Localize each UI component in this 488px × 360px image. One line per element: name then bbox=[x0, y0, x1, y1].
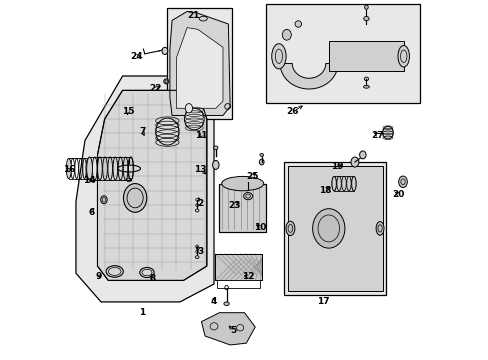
Ellipse shape bbox=[350, 157, 358, 167]
Text: 18: 18 bbox=[318, 185, 331, 194]
Text: 3: 3 bbox=[197, 247, 203, 256]
Text: 20: 20 bbox=[392, 190, 404, 199]
Text: 13: 13 bbox=[194, 165, 206, 174]
Ellipse shape bbox=[375, 222, 383, 235]
Ellipse shape bbox=[364, 5, 367, 9]
Text: 23: 23 bbox=[228, 201, 241, 210]
Ellipse shape bbox=[185, 104, 192, 113]
Ellipse shape bbox=[363, 85, 368, 88]
Bar bbox=[328, 41, 403, 71]
Ellipse shape bbox=[195, 256, 199, 258]
Ellipse shape bbox=[221, 176, 263, 191]
Ellipse shape bbox=[66, 158, 71, 179]
Ellipse shape bbox=[398, 176, 407, 188]
Ellipse shape bbox=[351, 176, 355, 191]
Ellipse shape bbox=[101, 196, 107, 204]
Text: 8: 8 bbox=[150, 274, 156, 283]
Ellipse shape bbox=[224, 302, 229, 306]
Ellipse shape bbox=[397, 45, 408, 67]
Text: 10: 10 bbox=[254, 223, 266, 232]
Text: 2: 2 bbox=[197, 199, 203, 208]
Ellipse shape bbox=[162, 47, 167, 54]
Polygon shape bbox=[287, 166, 382, 291]
Text: 27: 27 bbox=[371, 131, 384, 140]
Text: 16: 16 bbox=[63, 166, 76, 175]
Bar bbox=[215, 253, 261, 280]
Text: 25: 25 bbox=[245, 172, 258, 181]
Text: 4: 4 bbox=[210, 297, 217, 306]
Bar bbox=[219, 184, 265, 232]
Ellipse shape bbox=[163, 79, 168, 84]
Polygon shape bbox=[76, 76, 214, 302]
Ellipse shape bbox=[243, 193, 252, 200]
Ellipse shape bbox=[155, 118, 179, 145]
Bar bbox=[167, 8, 231, 119]
Text: 9: 9 bbox=[95, 272, 102, 281]
Text: 21: 21 bbox=[187, 11, 200, 20]
Ellipse shape bbox=[271, 44, 285, 69]
Text: 5: 5 bbox=[230, 326, 236, 335]
Ellipse shape bbox=[359, 151, 366, 159]
Text: 17: 17 bbox=[316, 297, 329, 306]
Polygon shape bbox=[97, 90, 206, 280]
Ellipse shape bbox=[86, 158, 91, 179]
Bar bbox=[215, 253, 261, 280]
Ellipse shape bbox=[382, 126, 392, 139]
Ellipse shape bbox=[294, 21, 301, 27]
Text: 1: 1 bbox=[139, 308, 145, 317]
Bar bbox=[217, 280, 260, 288]
Ellipse shape bbox=[213, 146, 218, 149]
Ellipse shape bbox=[312, 209, 344, 248]
Text: 11: 11 bbox=[195, 131, 207, 140]
Polygon shape bbox=[201, 313, 255, 345]
Ellipse shape bbox=[259, 159, 264, 165]
Text: 26: 26 bbox=[286, 107, 299, 116]
Ellipse shape bbox=[363, 17, 368, 21]
Ellipse shape bbox=[331, 176, 336, 191]
Polygon shape bbox=[280, 63, 337, 89]
Ellipse shape bbox=[86, 157, 92, 180]
Bar bbox=[219, 184, 265, 232]
Text: 24: 24 bbox=[130, 52, 143, 61]
Ellipse shape bbox=[285, 221, 294, 235]
Text: 7: 7 bbox=[139, 127, 145, 136]
Text: 15: 15 bbox=[122, 107, 134, 116]
Ellipse shape bbox=[282, 30, 291, 40]
Ellipse shape bbox=[123, 184, 146, 212]
Text: 19: 19 bbox=[331, 162, 344, 171]
Ellipse shape bbox=[195, 209, 199, 212]
Polygon shape bbox=[176, 28, 223, 108]
Ellipse shape bbox=[260, 153, 263, 156]
Text: 14: 14 bbox=[83, 176, 96, 185]
Bar bbox=[284, 162, 386, 295]
Polygon shape bbox=[169, 12, 230, 116]
Text: 22: 22 bbox=[149, 84, 162, 93]
Ellipse shape bbox=[184, 108, 203, 130]
Bar bbox=[265, 4, 419, 103]
Ellipse shape bbox=[212, 161, 219, 170]
Text: 12: 12 bbox=[242, 272, 254, 281]
Ellipse shape bbox=[364, 77, 368, 81]
Text: 6: 6 bbox=[88, 208, 94, 217]
